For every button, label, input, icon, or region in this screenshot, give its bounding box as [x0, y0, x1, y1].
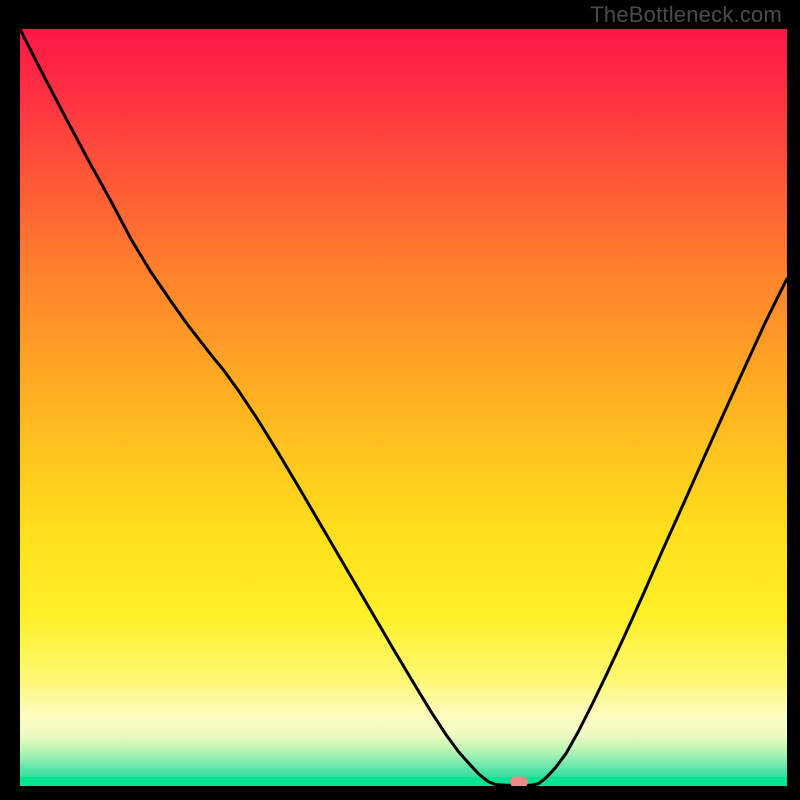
- plot-area: [20, 29, 787, 786]
- watermark-text: TheBottleneck.com: [590, 2, 782, 28]
- optimal-marker: [510, 777, 528, 786]
- bottleneck-curve: [20, 29, 787, 786]
- chart-frame: TheBottleneck.com: [0, 0, 800, 800]
